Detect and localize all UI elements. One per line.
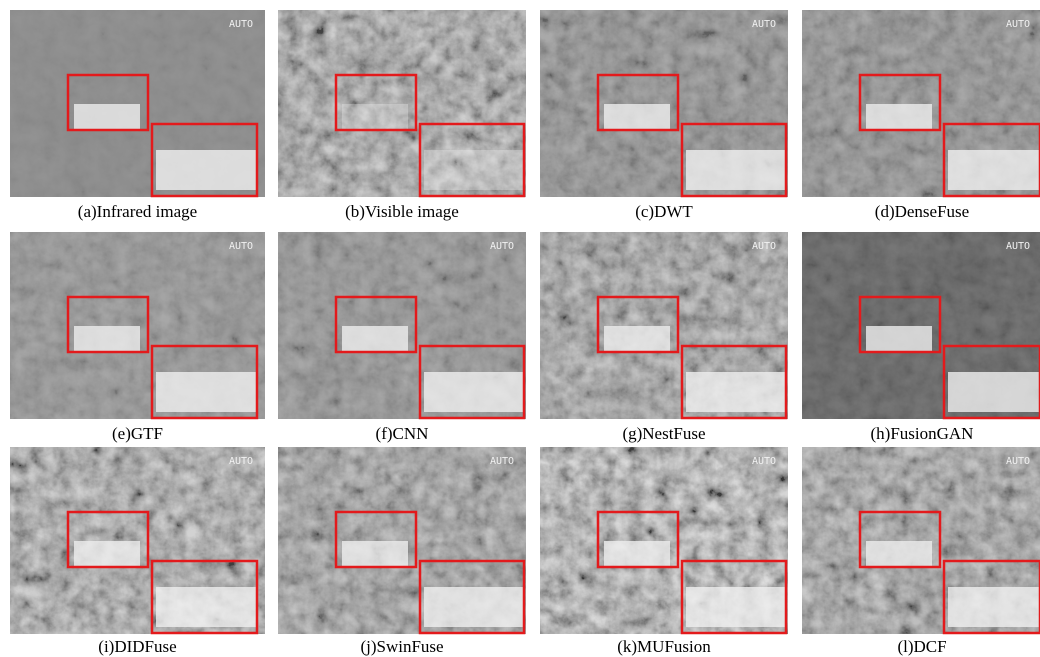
caption: (g)NestFuse — [622, 424, 705, 443]
image: AUTO — [540, 447, 788, 634]
overlay-text: AUTO — [1006, 456, 1030, 467]
panel: AUTO (c)DWT — [540, 10, 788, 221]
caption: (l)DCF — [897, 637, 946, 656]
panel: AUTO (e)GTF — [10, 232, 265, 443]
target — [74, 104, 140, 130]
target-zoom — [686, 150, 786, 190]
panel: AUTO (h)FusionGAN — [802, 232, 1040, 443]
overlay-text: AUTO — [229, 19, 253, 30]
target — [74, 326, 140, 352]
panel: AUTO (f)CNN — [278, 232, 526, 443]
panel: AUTO (k)MUFusion — [540, 447, 788, 656]
caption: (d)DenseFuse — [875, 202, 969, 221]
target — [866, 541, 932, 567]
target-zoom — [156, 372, 256, 412]
panel: AUTO (l)DCF — [802, 447, 1040, 656]
overlay-text: AUTO — [229, 241, 253, 252]
target — [866, 104, 932, 130]
target-zoom — [686, 587, 786, 627]
panel: (b)Visible image — [278, 10, 526, 221]
target-zoom — [424, 587, 524, 627]
image: AUTO — [802, 232, 1040, 419]
target-zoom — [948, 150, 1040, 190]
target-zoom — [948, 587, 1040, 627]
image: AUTO — [540, 10, 788, 197]
image: AUTO — [10, 10, 265, 197]
target — [604, 326, 670, 352]
panel: AUTO (j)SwinFuse — [278, 447, 526, 656]
overlay-text: AUTO — [1006, 19, 1030, 30]
target — [604, 104, 670, 130]
panel: AUTO (g)NestFuse — [540, 232, 788, 443]
caption: (a)Infrared image — [78, 202, 197, 221]
overlay-text: AUTO — [229, 456, 253, 467]
caption: (j)SwinFuse — [360, 637, 443, 656]
caption: (i)DIDFuse — [98, 637, 176, 656]
panel: AUTO (a)Infrared image — [10, 10, 265, 221]
image: AUTO — [278, 232, 526, 419]
target — [604, 541, 670, 567]
image: AUTO — [802, 10, 1040, 197]
target-zoom — [424, 372, 524, 412]
image: AUTO — [10, 232, 265, 419]
image: AUTO — [802, 447, 1040, 634]
image — [278, 10, 526, 197]
image: AUTO — [278, 447, 526, 634]
image: AUTO — [10, 447, 265, 634]
target — [342, 104, 408, 130]
image: AUTO — [540, 232, 788, 419]
page: AUTO (a)Infrared image (b)Visible image AUT… — [0, 0, 1040, 657]
target-zoom — [948, 372, 1040, 412]
caption: (b)Visible image — [345, 202, 459, 221]
target — [866, 326, 932, 352]
caption: (e)GTF — [112, 424, 163, 443]
target — [74, 541, 140, 567]
overlay-text: AUTO — [490, 456, 514, 467]
panel-grid: AUTO (a)Infrared image (b)Visible image AUT… — [10, 10, 1040, 656]
target-zoom — [686, 372, 786, 412]
caption: (k)MUFusion — [617, 637, 711, 656]
panel: AUTO (d)DenseFuse — [802, 10, 1040, 221]
overlay-text: AUTO — [1006, 241, 1030, 252]
caption: (f)CNN — [376, 424, 429, 443]
overlay-text: AUTO — [752, 241, 776, 252]
panel: AUTO (i)DIDFuse — [10, 447, 265, 656]
caption: (c)DWT — [635, 202, 693, 221]
target-zoom — [156, 150, 256, 190]
overlay-text: AUTO — [752, 456, 776, 467]
target-zoom — [156, 587, 256, 627]
figure: AUTO (a)Infrared image (b)Visible image AUT… — [0, 0, 1040, 657]
target — [342, 326, 408, 352]
overlay-text: AUTO — [490, 241, 514, 252]
caption: (h)FusionGAN — [871, 424, 974, 443]
overlay-text: AUTO — [752, 19, 776, 30]
target — [342, 541, 408, 567]
target-zoom — [424, 150, 524, 190]
